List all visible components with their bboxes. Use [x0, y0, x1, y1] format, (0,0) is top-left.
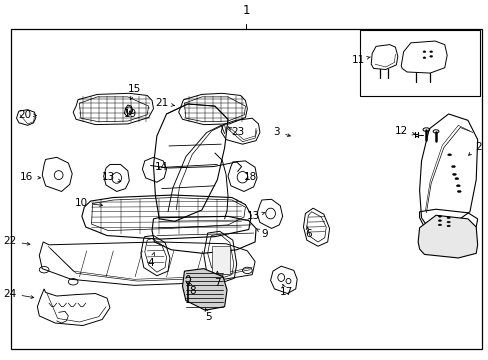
Ellipse shape: [437, 216, 441, 217]
Bar: [359, 30, 479, 96]
Text: 8: 8: [188, 283, 195, 296]
Ellipse shape: [455, 185, 459, 187]
Text: 4: 4: [147, 252, 154, 267]
Polygon shape: [182, 269, 226, 310]
Text: 9: 9: [256, 229, 267, 239]
Ellipse shape: [422, 51, 425, 53]
Ellipse shape: [446, 217, 449, 219]
Ellipse shape: [454, 177, 458, 180]
Text: 20: 20: [18, 110, 37, 120]
Ellipse shape: [451, 173, 455, 175]
Ellipse shape: [437, 220, 441, 221]
Text: 7: 7: [214, 271, 220, 288]
Text: 15: 15: [127, 84, 141, 100]
Polygon shape: [417, 215, 477, 258]
Text: 14: 14: [155, 162, 168, 172]
Ellipse shape: [437, 224, 441, 226]
Text: 22: 22: [3, 236, 30, 246]
Ellipse shape: [429, 55, 432, 57]
Text: 17: 17: [279, 284, 292, 297]
Ellipse shape: [429, 51, 432, 53]
Text: 13: 13: [246, 211, 264, 221]
Ellipse shape: [447, 154, 450, 156]
Text: 11: 11: [351, 55, 369, 65]
Ellipse shape: [422, 57, 425, 59]
Text: 16: 16: [20, 172, 41, 182]
Text: 5: 5: [205, 309, 211, 322]
Text: 19: 19: [124, 109, 137, 119]
Text: 23: 23: [228, 127, 244, 137]
Ellipse shape: [456, 190, 460, 193]
Text: 2: 2: [468, 142, 480, 155]
Text: 6: 6: [305, 226, 311, 239]
Text: 13: 13: [102, 172, 121, 182]
Text: 12: 12: [394, 126, 414, 136]
Ellipse shape: [450, 166, 454, 168]
Text: 21: 21: [155, 98, 174, 108]
Text: 24: 24: [3, 288, 34, 298]
Text: 18: 18: [244, 172, 257, 182]
Text: 1: 1: [242, 4, 250, 17]
Text: 10: 10: [74, 198, 102, 208]
Ellipse shape: [446, 221, 449, 223]
Ellipse shape: [446, 225, 449, 227]
Text: 3: 3: [273, 127, 290, 137]
Bar: [211, 246, 229, 274]
